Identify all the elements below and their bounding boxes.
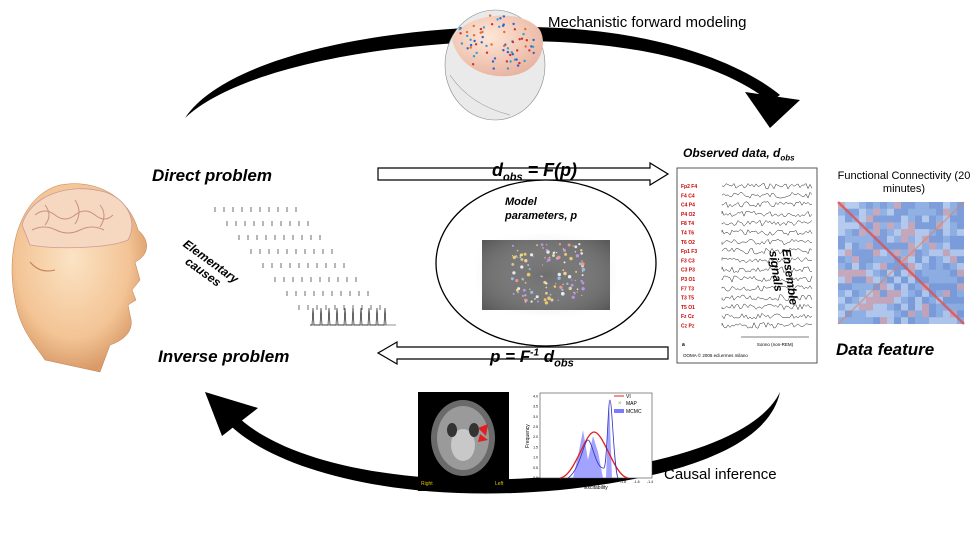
eeg-trace: [721, 285, 813, 292]
eeg-trace: [721, 275, 813, 283]
brain-mesh-illustration: [444, 9, 546, 121]
mcmc-curve: [567, 399, 619, 479]
posterior-ylabel: Frequency: [525, 424, 531, 448]
eeg-trace: [721, 210, 813, 218]
posterior-xtick: -3.0: [539, 480, 545, 484]
eeg-trace: [721, 257, 813, 264]
posterior-xtick: -2.8: [552, 480, 558, 484]
elementary-causes-stack: [214, 207, 396, 326]
eeg-trace: [721, 303, 813, 311]
eeg-trace: [721, 247, 813, 255]
forward-equation: dobs = F(p): [492, 160, 578, 184]
legend-map: MAP: [626, 401, 638, 407]
eeg-channel-label: Cz Pz: [681, 324, 695, 330]
mri-image: Right Left: [418, 392, 509, 491]
functional-connectivity-label: Functional Connectivity (20 minutes): [837, 170, 971, 195]
particle-cloud: [510, 243, 586, 305]
mri-left-label: Left: [495, 481, 504, 487]
eeg-trace: [721, 312, 813, 320]
inverse-arrow: [376, 340, 669, 366]
posterior-xlabel: Excitability: [584, 485, 608, 491]
eeg-trace: [721, 201, 813, 209]
eeg-channel-label: F7 T3: [681, 286, 694, 292]
eeg-channel-label: Fz Cz: [681, 314, 695, 320]
vi-curve: [559, 431, 629, 479]
eeg-panel-letter: a: [682, 342, 685, 348]
model-parameters-label: Model parameters, p: [505, 196, 578, 222]
eeg-scale-label: Sonno (non-REM): [757, 342, 794, 347]
posterior-xtick: -2.4: [579, 480, 585, 484]
posterior-xtick: -1.4: [647, 480, 653, 484]
eeg-trace: [721, 219, 813, 227]
mcmc-histogram-left: [573, 430, 603, 478]
eeg-channel-label: C3 P3: [681, 268, 695, 274]
posterior-ytick: 1.0: [533, 456, 538, 460]
inverse-problem-label: Inverse problem: [158, 347, 290, 366]
eeg-channel-label: F4 C4: [681, 193, 695, 199]
mcmc-histogram-right: [606, 398, 612, 478]
posterior-xtick: -1.8: [620, 480, 626, 484]
data-feature-label: Data feature: [836, 340, 935, 359]
top-cycle-arrow: [185, 26, 800, 128]
posterior-ytick: 0.0: [533, 476, 538, 480]
eeg-channel-label: T4 T6: [681, 231, 694, 237]
eeg-channel-label: Fp1 F3: [681, 249, 697, 255]
eeg-footer: OOMA © 2006 edi.ermes milano: [683, 352, 748, 358]
posterior-ytick: 3.0: [533, 415, 538, 419]
eeg-trace: [721, 191, 813, 199]
legend-map-marker: ×: [618, 401, 622, 407]
inverse-equation: p = F-1 dobs: [490, 347, 574, 370]
eeg-trace: [721, 229, 813, 236]
legend-vi: VI: [626, 394, 631, 400]
posterior-ytick: 3.5: [533, 405, 538, 409]
posterior-ytick: 0.5: [533, 466, 538, 470]
posterior-xtick: -2.2: [593, 480, 599, 484]
eeg-channel-label: P4 O2: [681, 212, 695, 218]
eeg-channel-label: P3 O1: [681, 277, 695, 283]
model-parameters-ellipse: [435, 179, 657, 347]
posterior-xtick: -2.0: [606, 480, 612, 484]
posterior-xtick: -2.6: [566, 480, 572, 484]
eeg-trace: [721, 182, 813, 190]
causal-inference-label: Causal inference: [664, 466, 777, 483]
eeg-panel: Fp2 F4 F4 C4 C4 P4 P4 O2 F8 T4 T4 T6 T6 O2 Fp1 …: [676, 167, 818, 364]
eeg-channel-label: F8 T4: [681, 221, 694, 227]
eeg-channel-label: Fp2 F4: [681, 184, 697, 190]
head-illustration: [11, 183, 147, 373]
legend-mcmc: MCMC: [626, 409, 642, 415]
observed-data-label: Observed data, dobs: [683, 146, 795, 163]
posterior-ytick: 1.5: [533, 445, 538, 449]
eeg-channel-label: T5 O1: [681, 305, 695, 311]
direct-problem-label: Direct problem: [152, 166, 272, 185]
eeg-trace: [721, 322, 813, 329]
eeg-trace: [721, 238, 813, 246]
forward-arrow: [377, 161, 670, 187]
posterior-xtick: -1.6: [633, 480, 639, 484]
eeg-channel-label: F3 C3: [681, 258, 695, 264]
eeg-channel-label: T3 T5: [681, 296, 694, 302]
posterior-ytick: 2.0: [533, 435, 538, 439]
posterior-ytick: 2.5: [533, 425, 538, 429]
eeg-trace: [721, 294, 813, 301]
fc-matrix: [837, 201, 965, 325]
eeg-trace: [721, 266, 813, 274]
eeg-channel-label: T6 O2: [681, 240, 695, 246]
mri-right-label: Right: [421, 481, 433, 487]
posterior-plot: 0.0 0.5 1.0 1.5 2.0 2.5 3.0 3.5 4.0 -3.0 -2.8 -2.6…: [525, 392, 653, 491]
eeg-channel-label: C4 P4: [681, 203, 695, 209]
mechanistic-forward-modeling-label: Mechanistic forward modeling: [548, 14, 747, 31]
posterior-ytick: 4.0: [533, 394, 538, 398]
